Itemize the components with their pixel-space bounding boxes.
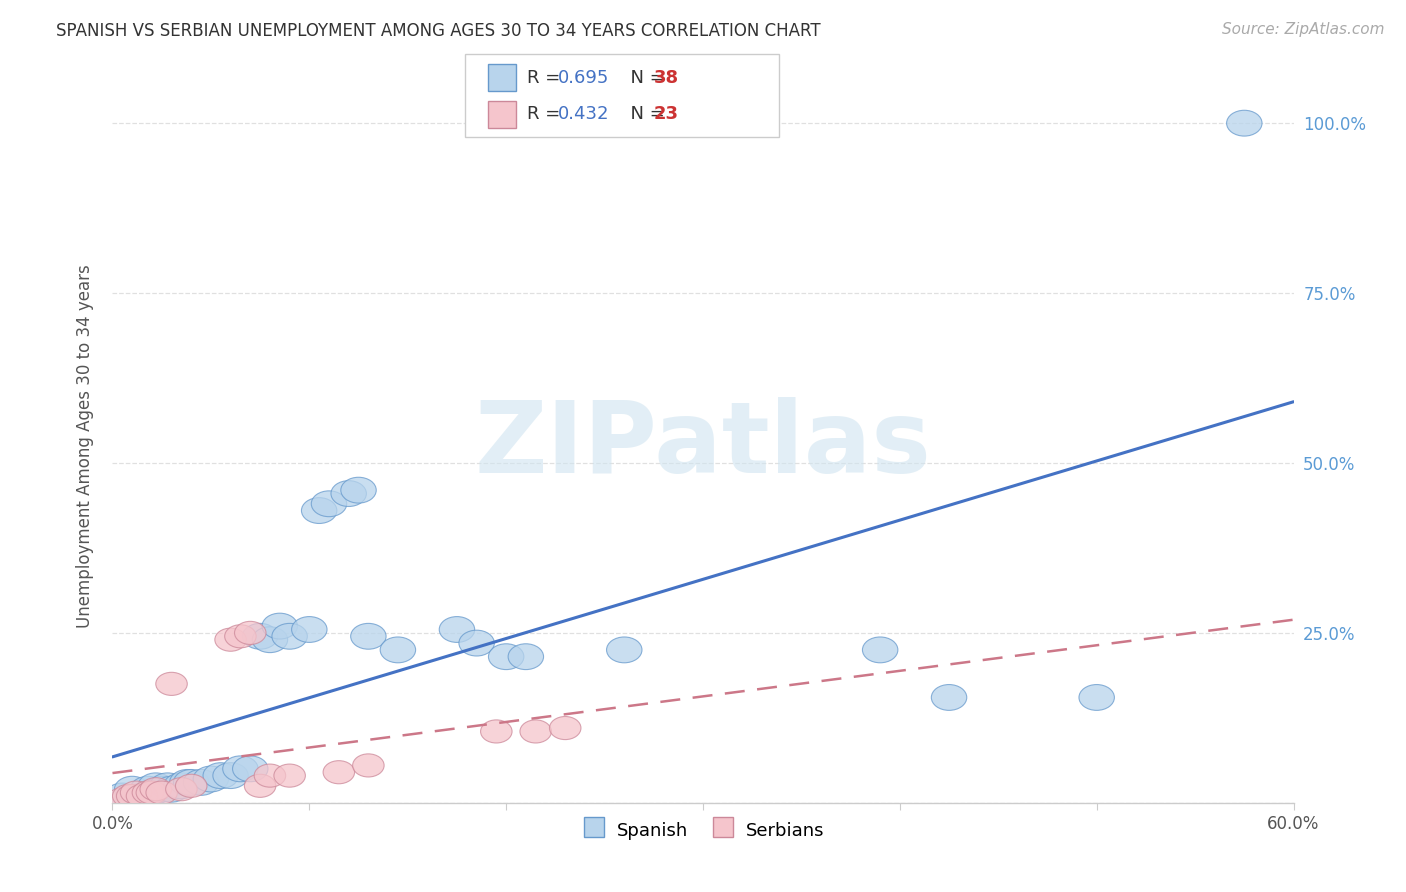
- Ellipse shape: [153, 776, 190, 802]
- Ellipse shape: [173, 770, 209, 796]
- Ellipse shape: [212, 763, 249, 789]
- Ellipse shape: [520, 720, 551, 743]
- Ellipse shape: [242, 624, 278, 649]
- Text: 0.432: 0.432: [558, 105, 610, 123]
- Ellipse shape: [311, 491, 347, 516]
- Ellipse shape: [150, 772, 186, 798]
- Ellipse shape: [330, 481, 367, 507]
- Ellipse shape: [931, 684, 967, 710]
- Text: 23: 23: [654, 105, 679, 123]
- Text: ZIPatlas: ZIPatlas: [475, 398, 931, 494]
- Ellipse shape: [141, 778, 172, 801]
- Ellipse shape: [156, 673, 187, 696]
- Ellipse shape: [245, 774, 276, 797]
- Ellipse shape: [225, 624, 256, 648]
- Ellipse shape: [254, 764, 285, 787]
- Ellipse shape: [458, 630, 495, 656]
- Ellipse shape: [124, 783, 160, 809]
- Ellipse shape: [262, 613, 298, 639]
- Ellipse shape: [170, 770, 205, 796]
- Text: SPANISH VS SERBIAN UNEMPLOYMENT AMONG AGES 30 TO 34 YEARS CORRELATION CHART: SPANISH VS SERBIAN UNEMPLOYMENT AMONG AG…: [56, 22, 821, 40]
- Ellipse shape: [862, 637, 898, 663]
- Ellipse shape: [350, 624, 387, 649]
- Text: N =: N =: [619, 69, 671, 87]
- Ellipse shape: [138, 772, 173, 798]
- Ellipse shape: [340, 477, 377, 503]
- Ellipse shape: [121, 781, 152, 805]
- Ellipse shape: [1226, 111, 1263, 136]
- Ellipse shape: [117, 784, 148, 807]
- Ellipse shape: [146, 781, 177, 805]
- Ellipse shape: [1078, 684, 1115, 710]
- Ellipse shape: [166, 778, 197, 801]
- Text: R =: R =: [527, 69, 567, 87]
- Y-axis label: Unemployment Among Ages 30 to 34 years: Unemployment Among Ages 30 to 34 years: [76, 264, 94, 628]
- Ellipse shape: [134, 780, 170, 805]
- Ellipse shape: [107, 788, 138, 811]
- Ellipse shape: [606, 637, 643, 663]
- Ellipse shape: [131, 776, 166, 802]
- Ellipse shape: [222, 756, 259, 781]
- Ellipse shape: [439, 616, 475, 642]
- Ellipse shape: [132, 781, 163, 805]
- Ellipse shape: [127, 784, 157, 807]
- Ellipse shape: [550, 716, 581, 739]
- Text: 38: 38: [654, 69, 679, 87]
- Ellipse shape: [301, 498, 337, 524]
- Ellipse shape: [143, 776, 180, 802]
- Ellipse shape: [163, 772, 200, 798]
- Ellipse shape: [215, 628, 246, 651]
- Ellipse shape: [232, 756, 269, 781]
- Ellipse shape: [183, 770, 219, 796]
- Ellipse shape: [380, 637, 416, 663]
- Text: N =: N =: [619, 105, 671, 123]
- Ellipse shape: [114, 776, 150, 802]
- Ellipse shape: [112, 784, 143, 807]
- Ellipse shape: [481, 720, 512, 743]
- Ellipse shape: [274, 764, 305, 787]
- Legend: Spanish, Serbians: Spanish, Serbians: [574, 812, 832, 847]
- Ellipse shape: [353, 754, 384, 777]
- Text: 0.695: 0.695: [558, 69, 610, 87]
- Ellipse shape: [202, 763, 239, 789]
- Ellipse shape: [488, 644, 524, 670]
- Text: R =: R =: [527, 105, 567, 123]
- Ellipse shape: [252, 627, 288, 653]
- Ellipse shape: [508, 644, 544, 670]
- Ellipse shape: [291, 616, 328, 642]
- Ellipse shape: [176, 774, 207, 797]
- Ellipse shape: [104, 783, 141, 809]
- Ellipse shape: [235, 622, 266, 644]
- Ellipse shape: [136, 781, 167, 805]
- Ellipse shape: [193, 766, 229, 792]
- Text: Source: ZipAtlas.com: Source: ZipAtlas.com: [1222, 22, 1385, 37]
- Ellipse shape: [271, 624, 308, 649]
- Ellipse shape: [323, 761, 354, 784]
